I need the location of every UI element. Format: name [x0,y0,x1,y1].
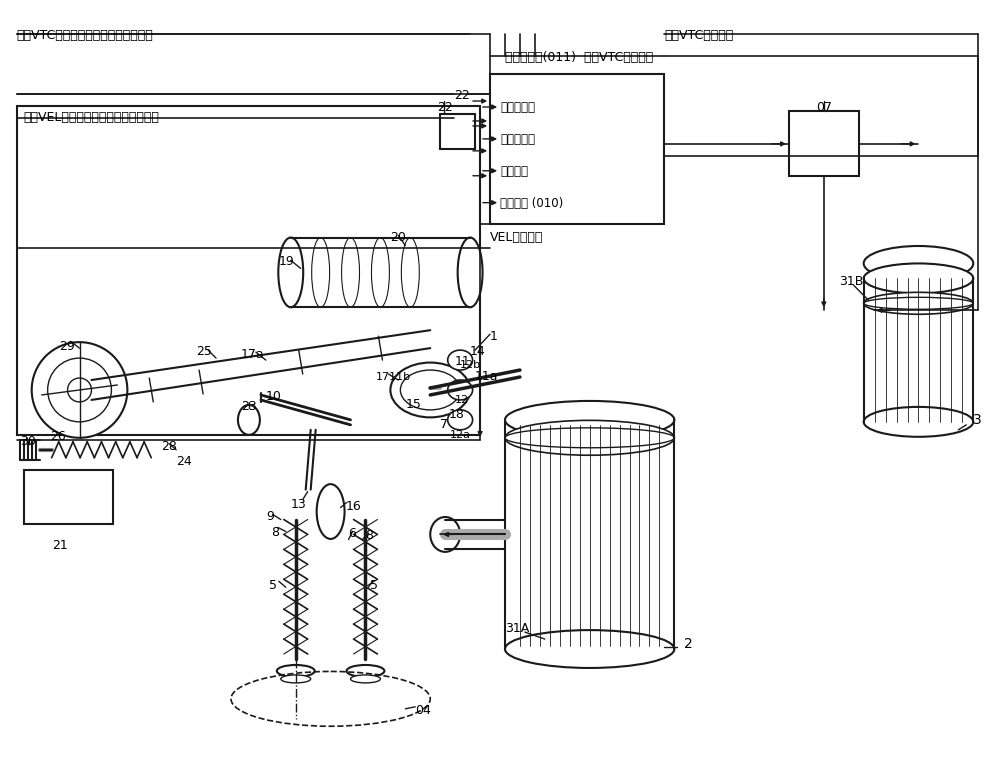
Text: 10: 10 [266,390,282,403]
Circle shape [68,378,91,402]
Ellipse shape [278,237,303,308]
Text: 15: 15 [405,398,421,411]
Text: 进气VTC实际位置: 进气VTC实际位置 [664,29,734,42]
Text: 30: 30 [20,435,36,448]
Text: 16: 16 [346,500,361,513]
Text: 8: 8 [365,529,373,542]
Ellipse shape [448,350,473,370]
Text: 22: 22 [454,89,470,102]
Text: 制动信号: 制动信号 [500,164,528,177]
Ellipse shape [317,484,345,539]
Ellipse shape [390,363,470,418]
Ellipse shape [864,263,973,293]
Text: 5: 5 [370,579,378,592]
Text: 17a: 17a [241,348,265,361]
Text: 排气VEL实际位置（控制轴旋转角度）: 排气VEL实际位置（控制轴旋转角度） [24,111,160,124]
Ellipse shape [864,292,973,314]
Text: 8: 8 [271,526,279,539]
Text: 31A: 31A [505,622,529,635]
Text: 曲柄转角 (010): 曲柄转角 (010) [500,197,563,210]
Text: 加速器开度: 加速器开度 [500,133,535,146]
Text: 发动机旋转: 发动机旋转 [500,101,535,114]
Text: 2: 2 [684,637,693,651]
Text: 1: 1 [490,330,498,343]
Text: 22: 22 [437,101,453,114]
Text: 21: 21 [52,539,67,552]
Circle shape [32,342,127,438]
Text: 04: 04 [415,704,431,717]
Text: 18: 18 [448,408,464,421]
Bar [789,111,859,176]
Text: 24: 24 [176,454,192,467]
Ellipse shape [505,420,674,455]
Ellipse shape [448,410,473,430]
Text: 排气VTC实际位置（驱动轴旋转角度）: 排气VTC实际位置（驱动轴旋转角度） [17,29,154,42]
Text: 14: 14 [470,345,486,358]
Text: 5: 5 [269,579,277,592]
Ellipse shape [281,675,311,683]
Text: 12b: 12b [460,360,481,370]
Ellipse shape [351,675,380,683]
Text: 25: 25 [196,345,212,358]
Bar [490,74,664,223]
Text: 7: 7 [440,418,448,431]
Bar [24,470,113,525]
Text: 12: 12 [455,395,469,405]
Text: VEL控制信号: VEL控制信号 [490,230,543,243]
Ellipse shape [864,246,973,281]
Text: 07: 07 [816,101,832,114]
Text: 水温传感器(011)  进气VTC控制信号: 水温传感器(011) 进气VTC控制信号 [505,51,653,64]
Ellipse shape [505,401,674,439]
Text: 29: 29 [60,340,75,353]
Text: 20: 20 [390,230,406,243]
Text: 3: 3 [973,413,982,427]
Ellipse shape [864,298,973,309]
Bar [440,114,475,149]
Text: 28: 28 [161,440,177,453]
Ellipse shape [277,665,315,677]
Text: 13: 13 [291,497,307,510]
Text: 11a: 11a [475,370,499,383]
Ellipse shape [458,237,483,308]
Ellipse shape [864,407,973,437]
Ellipse shape [238,405,260,435]
Text: 26: 26 [50,430,65,443]
Ellipse shape [430,517,460,552]
Ellipse shape [505,630,674,668]
Bar [17,106,480,435]
Text: 12a: 12a [450,430,471,440]
Text: 9: 9 [266,509,274,522]
Ellipse shape [347,665,384,677]
Text: 11: 11 [455,355,471,368]
Text: 19: 19 [279,256,295,269]
Circle shape [48,358,111,422]
Text: 6: 6 [349,528,356,540]
Text: 23: 23 [241,400,257,413]
Text: 1711b: 1711b [375,372,411,382]
Ellipse shape [448,380,473,400]
Ellipse shape [505,428,674,448]
Text: 31B: 31B [839,275,863,288]
